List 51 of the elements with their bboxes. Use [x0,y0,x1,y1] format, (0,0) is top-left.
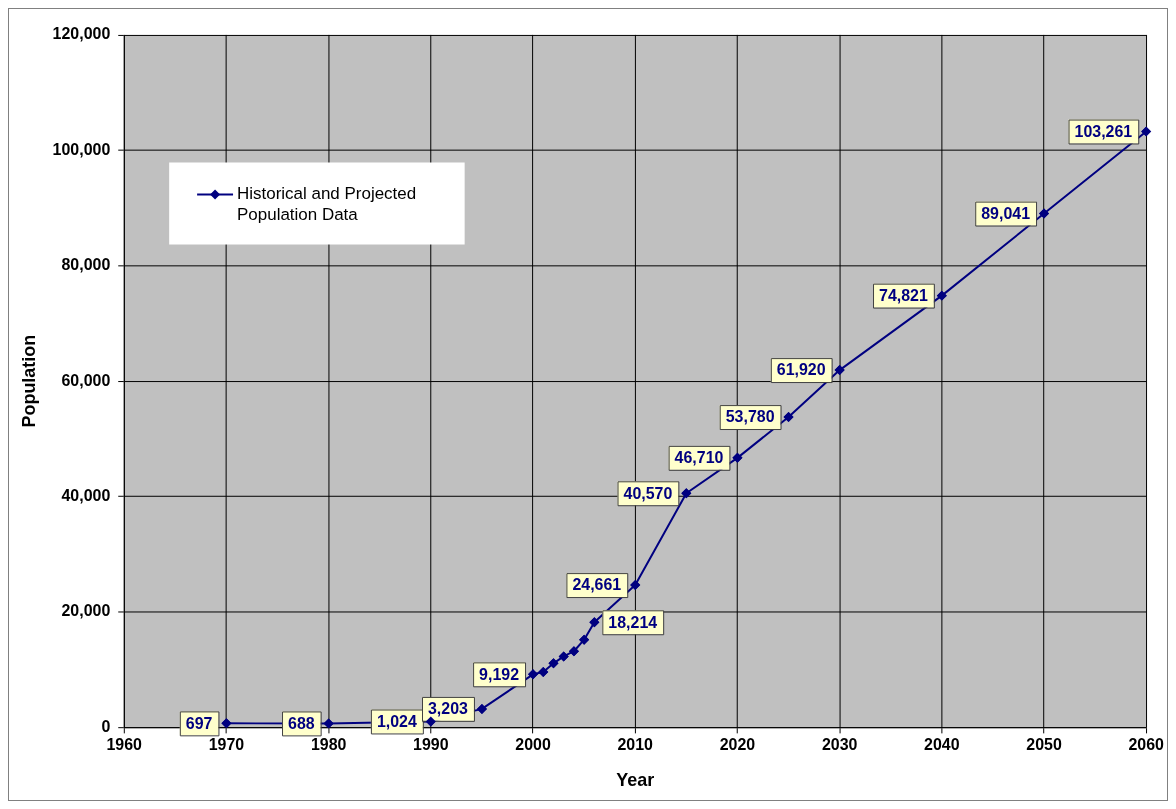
data-label: 24,661 [572,576,622,594]
data-label: 89,041 [981,204,1031,222]
y-tick-label: 120,000 [52,25,111,43]
y-tick-label: 0 [101,717,111,735]
data-label: 1,024 [376,712,417,730]
x-tick-label: 2030 [821,736,858,754]
point [834,365,845,376]
data-label: 18,214 [608,613,658,631]
x-tick-label: 2020 [719,736,756,754]
data-label: 103,261 [1074,122,1133,140]
legend-label: Historical and Projected Population Data [237,184,417,225]
data-label: 3,203 [427,700,469,718]
y-tick-label: 80,000 [61,256,111,274]
x-tick-label: 2040 [924,736,960,754]
x-tick-label: 2010 [617,736,654,754]
data-label: 40,570 [623,484,673,502]
y-axis-title: Population [18,334,39,428]
point [589,617,600,628]
x-tick-label: 1970 [208,736,245,754]
point [528,669,539,680]
point [732,452,743,463]
point [476,703,487,714]
point [1141,126,1152,137]
x-tick-label: 2000 [515,736,551,754]
x-axis-title: Year [616,770,655,791]
point [538,667,549,677]
data-label: 688 [288,714,315,732]
x-tick-label: 1960 [106,736,143,754]
y-tick-label: 20,000 [61,602,111,620]
point [1039,208,1050,219]
x-tick-label: 2060 [1128,736,1165,754]
point [568,646,579,657]
point [681,488,692,499]
point [630,580,641,591]
data-label: 53,780 [725,408,775,426]
point [936,290,947,301]
x-tick-label: 1990 [413,736,449,754]
y-tick-label: 40,000 [61,486,111,504]
data-label: 46,710 [674,449,724,467]
data-label: 9,192 [479,665,520,683]
point [548,658,559,669]
x-tick-label: 2050 [1026,736,1062,754]
data-label: 74,821 [879,287,928,305]
data-label: 61,920 [776,361,826,379]
x-tick-label: 1980 [310,736,347,754]
data-label: 697 [185,714,213,732]
point [783,412,794,423]
point [558,651,569,662]
y-tick-label: 60,000 [61,371,111,389]
point [579,634,590,645]
y-tick-label: 100,000 [52,140,111,158]
